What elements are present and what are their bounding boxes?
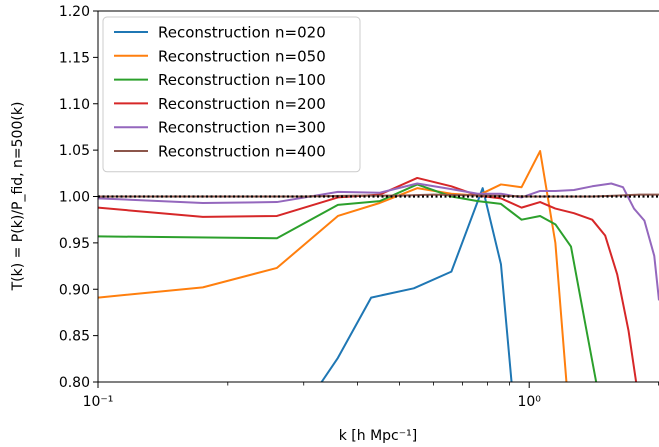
y-tick-label: 1.20 [59, 4, 90, 20]
series-line-1 [98, 150, 568, 382]
legend-label: Reconstruction n=020 [158, 24, 326, 42]
axes: 0.80 0.85 0.90 0.95 1.00 1.05 1.10 1.15 1.20 10⁻¹… [59, 4, 659, 410]
legend-label: Reconstruction n=400 [158, 143, 326, 161]
x-axis-label: k [h Mpc⁻¹] [339, 428, 417, 444]
legend-box [102, 16, 361, 173]
legend: Reconstruction n=020 Reconstruction n=050… [102, 16, 361, 173]
series-line-2 [98, 183, 598, 382]
y-tick-label: 0.80 [59, 375, 90, 391]
y-tick-label: 1.15 [59, 50, 90, 66]
legend-label: Reconstruction n=300 [158, 119, 326, 137]
y-tick-label: 0.85 [59, 329, 90, 345]
legend-label: Reconstruction n=100 [158, 71, 326, 89]
series-line-4 [98, 182, 659, 301]
x-tick-label: 10⁻¹ [83, 394, 114, 410]
legend-label: Reconstruction n=050 [158, 47, 326, 65]
y-axis-label: T(k) = P(k)/P_fid, n=500(k) [10, 102, 26, 292]
y-tick-label: 1.10 [59, 97, 90, 113]
y-tick-label: 1.00 [59, 190, 90, 206]
series-line-0 [320, 187, 513, 382]
y-tick-label: 0.95 [59, 236, 90, 252]
legend-label: Reconstruction n=200 [158, 95, 326, 113]
y-tick-label: 0.90 [59, 282, 90, 298]
y-tick-label: 1.05 [59, 143, 90, 159]
plot-area [98, 150, 659, 382]
x-tick-label: 10⁰ [517, 394, 541, 410]
series-line-3 [98, 176, 638, 382]
